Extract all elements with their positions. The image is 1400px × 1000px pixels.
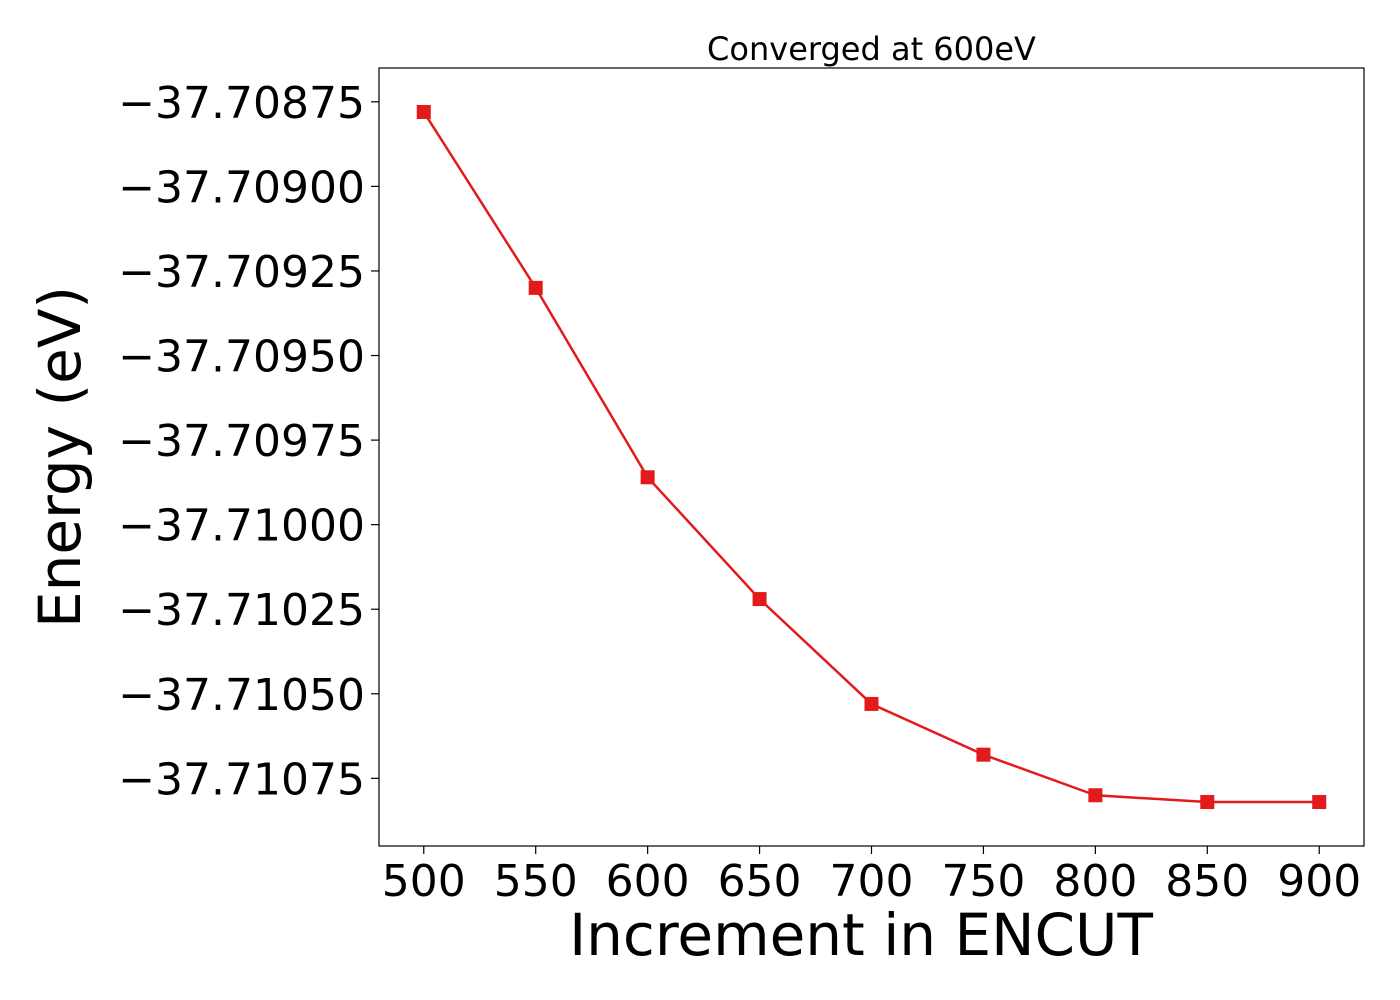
y-tick-label: −37.70925 — [118, 247, 365, 298]
y-axis-label: Energy (eV) — [26, 286, 94, 628]
plot-background — [379, 68, 1364, 846]
y-tick-label: −37.71000 — [118, 501, 365, 552]
data-point — [976, 747, 991, 762]
data-point — [752, 592, 767, 607]
x-tick-label: 850 — [1165, 856, 1249, 907]
data-point — [1200, 795, 1215, 810]
data-point — [416, 104, 431, 119]
y-tick-label: −37.71075 — [118, 754, 365, 805]
data-point — [864, 696, 879, 711]
y-tick-label: −37.71050 — [118, 670, 365, 721]
x-tick-label: 650 — [718, 856, 802, 907]
y-tick-label: −37.70950 — [118, 332, 365, 383]
x-tick-label: 500 — [382, 856, 466, 907]
y-tick-label: −37.70875 — [118, 78, 365, 129]
chart-title: Converged at 600eV — [707, 30, 1036, 68]
x-tick-label: 600 — [606, 856, 690, 907]
data-point — [528, 280, 543, 295]
x-tick-label: 900 — [1277, 856, 1361, 907]
x-tick-label: 800 — [1053, 856, 1137, 907]
x-tick-label: 700 — [830, 856, 914, 907]
data-point — [640, 470, 655, 485]
x-tick-label: 750 — [941, 856, 1025, 907]
series-layer — [416, 104, 1327, 810]
y-tick-label: −37.70900 — [118, 162, 365, 213]
data-point — [1088, 788, 1103, 803]
y-tick-label: −37.71025 — [118, 585, 365, 636]
data-point — [1312, 795, 1327, 810]
x-tick-label: 550 — [494, 856, 578, 907]
y-tick-label: −37.70975 — [118, 416, 365, 467]
plot-frame — [378, 67, 1365, 847]
ticks-layer: 500 550 600 650 700 750 800 850 900 −37.70875 −37.… — [118, 78, 1361, 907]
x-axis-label: Increment in ENCUT — [569, 901, 1153, 969]
